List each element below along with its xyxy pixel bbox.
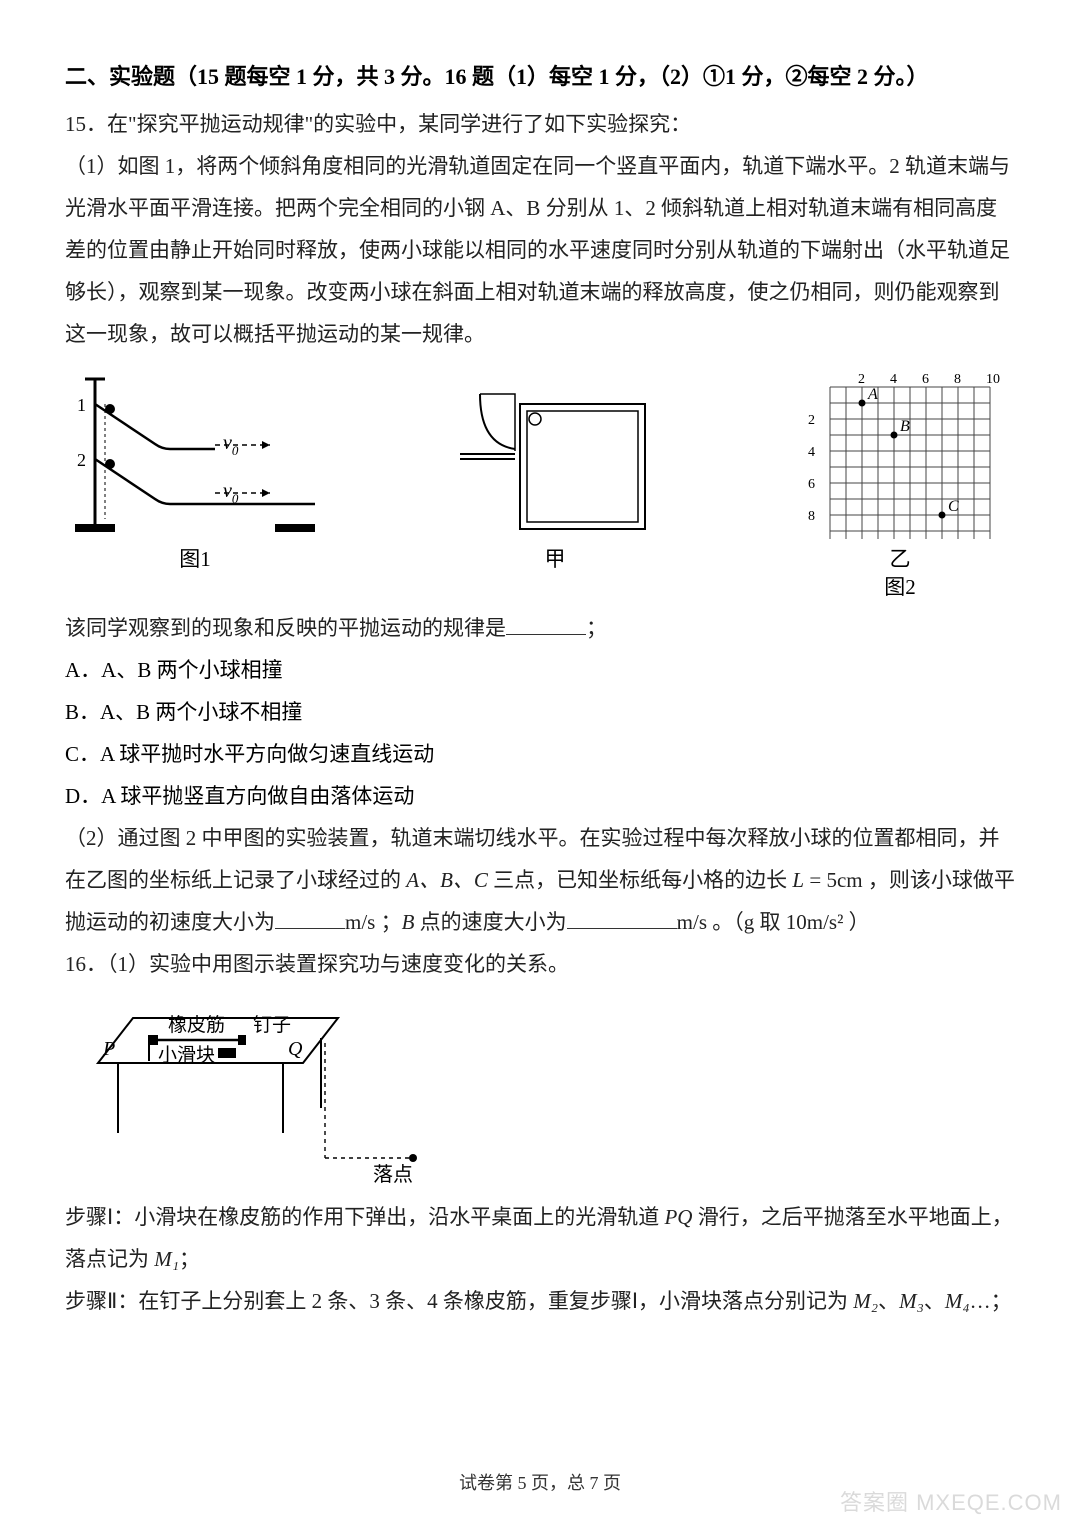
svg-text:6: 6 [922, 372, 929, 387]
q16-step2: 步骤Ⅱ：在钉子上分别套上 2 条、3 条、4 条橡皮筋，重复步骤Ⅰ，小滑块落点分… [65, 1280, 1015, 1322]
q15-observe-line: 该同学观察到的现象和反映的平抛运动的规律是 ； [65, 607, 1015, 649]
q16-land-label: 落点 [373, 1163, 413, 1183]
figure1-block: 1 v0 2 v0 图1 [65, 369, 325, 573]
q16-part1: （1）实验中用图示装置探究功与速度变化的关系。 [107, 952, 569, 976]
watermark: 答案圈 MXEQE.COM [840, 1491, 1062, 1515]
q16-Q-label: Q [288, 1038, 303, 1060]
fig1-label1: 1 [77, 395, 86, 415]
figure2-jia-caption: 甲 [545, 543, 566, 573]
q15-abc: A、B、C [406, 868, 488, 892]
step2-prefix: 步骤Ⅱ：在钉子上分别套上 2 条、3 条、4 条橡皮筋，重复步骤Ⅰ，小滑块落点分… [65, 1289, 853, 1313]
step2-sep1: 、 [878, 1289, 899, 1313]
q16-svg: 橡皮筋 钉子 小滑块 P Q 落点 [73, 993, 443, 1183]
fig1-label2: 2 [77, 450, 86, 470]
q16-nail-label: 钉子 [253, 1014, 291, 1036]
q16-rubber-label: 橡皮筋 [168, 1014, 225, 1036]
option-A: A．A、B 两个小球相撞 [65, 649, 1015, 691]
option-B: B．A、B 两个小球不相撞 [65, 691, 1015, 733]
q15-Bpt: B [402, 910, 415, 934]
svg-text:8: 8 [808, 509, 815, 524]
svg-text:10: 10 [986, 372, 1000, 387]
svg-text:8: 8 [954, 372, 961, 387]
svg-text:2: 2 [858, 372, 865, 387]
option-C: C．A 球平抛时水平方向做匀速直线运动 [65, 733, 1015, 775]
step1-M1: M₁ [154, 1247, 179, 1271]
blank-v0[interactable] [275, 910, 345, 929]
step2-suf1: 、 [924, 1289, 945, 1313]
figure2-jia-block: 甲 [455, 389, 655, 573]
step2-M3: M₃ [899, 1289, 924, 1313]
section-heading: 二、实验题（15 题每空 1 分，共 3 分。16 题（1）每空 1 分，（2）… [65, 55, 1015, 99]
option-D: D．A 球平抛竖直方向做自由落体运动 [65, 775, 1015, 817]
q15-observe-suffix: ； [586, 616, 607, 640]
q15-unit1: m/s ； [345, 910, 402, 934]
q16-number: 16． [65, 952, 107, 976]
q15-intro: 15．在"探究平抛运动规律"的实验中，某同学进行了如下实验探究： [65, 103, 1015, 145]
figures-row: 1 v0 2 v0 图1 [65, 363, 1015, 573]
figure2-yi-svg: 246810 246810 ABC [785, 369, 1015, 539]
figure1-caption: 图1 [179, 543, 211, 573]
svg-text:2: 2 [808, 413, 815, 428]
svg-text:A: A [867, 386, 878, 403]
q15-unit2: m/s 。（g 取 10m/s² ） [677, 910, 870, 934]
step1-prefix: 步骤Ⅰ：小滑块在橡皮筋的作用下弹出，沿水平桌面上的光滑轨道 [65, 1205, 664, 1229]
step2-M2: M₂ [853, 1289, 878, 1313]
figure1-svg: 1 v0 2 v0 [65, 369, 325, 539]
q16-intro: 16．（1）实验中用图示装置探究功与速度变化的关系。 [65, 943, 1015, 985]
q16-slider-label: 小滑块 [158, 1044, 215, 1066]
step1-suffix: ； [179, 1247, 200, 1271]
q15-intro-text: 在"探究平抛运动规律"的实验中，某同学进行了如下实验探究： [107, 112, 691, 136]
blank-vB[interactable] [567, 910, 677, 929]
step2-M4: M₄ [945, 1289, 970, 1313]
figure2-jia-svg [455, 389, 655, 539]
svg-text:4: 4 [808, 445, 815, 460]
figure2-yi-caption: 乙 [890, 543, 911, 573]
step2-suf2: …； [970, 1289, 1012, 1313]
svg-text:B: B [900, 418, 910, 435]
svg-text:6: 6 [808, 477, 815, 492]
q16-step1: 步骤Ⅰ：小滑块在橡皮筋的作用下弹出，沿水平桌面上的光滑轨道 PQ 滑行，之后平抛… [65, 1196, 1015, 1280]
q15-L: L [792, 868, 804, 892]
figure2-yi-block: 246810 246810 ABC 乙 图2 [785, 369, 1015, 573]
svg-text:4: 4 [890, 372, 897, 387]
q15-p2-2: 三点，已知坐标纸每小格的边长 [488, 868, 793, 892]
q15-part1: （1）如图 1，将两个倾斜角度相同的光滑轨道固定在同一个竖直平面内，轨道下端水平… [65, 145, 1015, 355]
q16-P-label: P [102, 1038, 115, 1060]
figure2-group-caption: 图2 [785, 571, 1015, 601]
blank-observe[interactable] [506, 616, 586, 635]
svg-text:C: C [948, 498, 959, 515]
q15-observe-prefix: 该同学观察到的现象和反映的平抛运动的规律是 [65, 616, 506, 640]
step1-PQ: PQ [664, 1205, 692, 1229]
q15-p2-3: 点的速度大小为 [414, 910, 566, 934]
q15-number: 15． [65, 112, 107, 136]
q16-figure-block: 橡皮筋 钉子 小滑块 P Q 落点 [73, 993, 1015, 1188]
q15-part2: （2）通过图 2 中甲图的实验装置，轨道末端切线水平。在实验过程中每次释放小球的… [65, 817, 1015, 943]
